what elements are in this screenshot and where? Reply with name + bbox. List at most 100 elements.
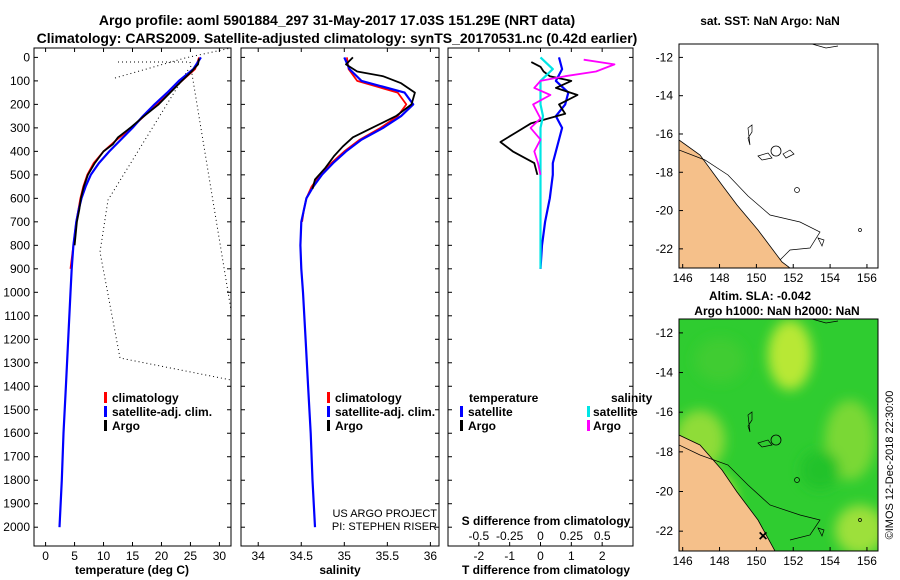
depth-tick-label: 1300 xyxy=(3,356,30,370)
x-tick-label: 10 xyxy=(97,549,111,563)
s-tick-label: -0.5 xyxy=(468,529,489,543)
sla-map-title2: Argo h1000: NaN h2000: NaN xyxy=(694,304,859,318)
sst-map-frame xyxy=(678,43,879,269)
depth-tick-label: 1600 xyxy=(3,426,30,440)
depth-tick-label: 200 xyxy=(10,97,30,111)
series-line-satellite-adj-clim- xyxy=(299,56,415,528)
credit-pi: PI: STEPHEN RISER xyxy=(332,521,437,533)
legend-t-argo: Argo xyxy=(468,419,496,433)
x-tick-label: 34 xyxy=(252,549,266,563)
x-tick-label: 25 xyxy=(184,549,198,563)
series-line-t-satellite xyxy=(539,57,570,269)
lat-tick-label: -20 xyxy=(656,485,674,499)
salinity-legend: climatology satellite-adj. clim. Argo xyxy=(327,391,435,433)
sla-map-title1: Altim. SLA: -0.042 xyxy=(709,289,811,303)
lon-tick-label: 154 xyxy=(820,271,840,285)
x-tick-label: 30 xyxy=(213,549,227,563)
legend-swatch-climatology xyxy=(104,392,107,403)
lon-tick-label: 154 xyxy=(820,554,840,568)
x-tick-label: 35 xyxy=(338,549,352,563)
imos-timestamp: ©IMOS 12-Dec-2018 22:30:00 xyxy=(884,391,896,540)
series-line-argo xyxy=(311,56,416,190)
legend-swatch-t-argo xyxy=(460,420,463,431)
legend-swatch-t-satellite xyxy=(460,406,463,417)
depth-tick-label: 500 xyxy=(10,168,30,182)
x-tick-label: 0 xyxy=(537,549,544,563)
depth-tick-label: 1100 xyxy=(4,309,30,323)
legend-swatch-s-satellite xyxy=(587,406,590,417)
depth-tick-label: 1400 xyxy=(3,379,30,393)
depth-tick-label: 1200 xyxy=(3,332,30,346)
legend-swatch-argo xyxy=(104,420,107,431)
depth-tick-label: 700 xyxy=(10,215,30,229)
salinity-ticks: 34 34.5 35 35.5 36 xyxy=(241,48,439,563)
temperature-ticks: 0 5 10 15 20 25 30 xyxy=(34,48,231,563)
lat-tick-label: -18 xyxy=(656,445,674,459)
lat-tick-label: -12 xyxy=(656,326,674,340)
sst-map-ticks: 146 148 150 152 154 156 -12 -14 -16 -18 -20 -22 xyxy=(656,50,878,285)
lon-tick-label: 150 xyxy=(746,271,766,285)
temperature-panel-frame xyxy=(33,47,232,547)
sla-land xyxy=(679,434,776,551)
lon-tick-label: 152 xyxy=(783,271,803,285)
depth-tick-label: 400 xyxy=(10,144,30,158)
lat-tick-label: -18 xyxy=(656,165,674,179)
temperature-dotted-track xyxy=(99,48,231,381)
legend-climatology: climatology xyxy=(335,391,402,405)
s-difference-ticks: -0.5 -0.25 0 0.25 0.5 xyxy=(468,529,610,543)
lon-tick-label: 148 xyxy=(710,554,730,568)
legend-head-temperature: temperature xyxy=(469,391,539,405)
s-tick-label: 0.25 xyxy=(560,529,584,543)
argo-float-marker: × xyxy=(758,528,767,545)
legend-swatch-climatology xyxy=(327,392,330,403)
sst-land xyxy=(679,139,791,268)
temperature-lines xyxy=(58,56,202,528)
sla-map: × xyxy=(679,319,878,551)
lon-tick-label: 156 xyxy=(857,271,877,285)
lon-tick-label: 150 xyxy=(746,554,766,568)
legend-swatch-s-argo xyxy=(587,420,590,431)
x-tick-label: 0 xyxy=(42,549,49,563)
lon-tick-label: 156 xyxy=(857,554,877,568)
lon-tick-label: 148 xyxy=(710,271,730,285)
depth-tick-label: 900 xyxy=(10,262,30,276)
legend-t-satellite: satellite xyxy=(468,405,513,419)
series-line-satellite-adj-clim- xyxy=(58,56,202,528)
s-difference-label: S difference from climatology xyxy=(462,514,631,528)
series-line-s-argo xyxy=(529,58,616,175)
lat-tick-label: -14 xyxy=(656,89,674,103)
legend-s-argo: Argo xyxy=(593,419,621,433)
legend-swatch-argo xyxy=(327,420,330,431)
legend-satellite: satellite-adj. clim. xyxy=(112,405,212,419)
depth-tick-label: 600 xyxy=(10,191,30,205)
t-difference-axis-label: T difference from climatology xyxy=(462,563,630,577)
series-line-t-argo xyxy=(499,61,579,176)
temperature-legend: climatology satellite-adj. clim. Argo xyxy=(104,391,212,433)
difference-ticks: -2 -1 0 1 2 xyxy=(448,48,633,563)
legend-argo: Argo xyxy=(335,419,363,433)
salinity-panel-frame xyxy=(240,47,440,547)
depth-axis: 0 100 200 300 400 500 600 700 800 900 1000 1100 1200… xyxy=(3,50,30,534)
x-tick-label: 5 xyxy=(71,549,78,563)
x-tick-label: -1 xyxy=(504,549,515,563)
difference-lines xyxy=(499,56,616,269)
depth-tick-label: 1700 xyxy=(3,450,30,464)
depth-tick-label: 1500 xyxy=(3,403,30,417)
depth-tick-label: 300 xyxy=(10,121,30,135)
s-tick-label: 0 xyxy=(537,529,544,543)
x-tick-label: 36 xyxy=(424,549,438,563)
legend-satellite: satellite-adj. clim. xyxy=(335,405,435,419)
x-tick-label: 34.5 xyxy=(290,549,314,563)
x-tick-label: 1 xyxy=(568,549,575,563)
s-tick-label: -0.25 xyxy=(496,529,524,543)
depth-tick-label: 800 xyxy=(10,238,30,252)
depth-tick-label: 1000 xyxy=(3,285,30,299)
lat-tick-label: -22 xyxy=(656,524,674,538)
sst-reef xyxy=(770,145,782,157)
x-tick-label: 2 xyxy=(599,549,606,563)
figure-title-line1: Argo profile: aoml 5901884_297 31-May-20… xyxy=(99,12,575,28)
sla-reef xyxy=(770,434,782,446)
series-line-argo xyxy=(73,58,200,246)
series-line-climatology xyxy=(301,57,408,222)
